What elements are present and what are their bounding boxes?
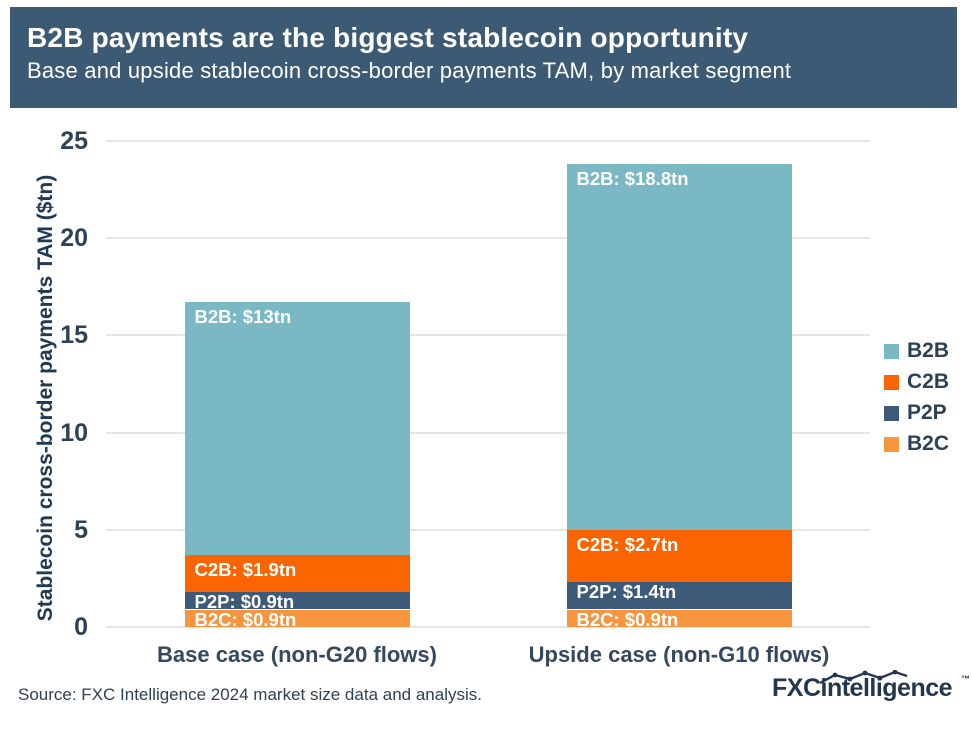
legend-label: C2B xyxy=(907,370,950,393)
b2b-swatch xyxy=(884,343,899,359)
bar-segment-label: B2C: $0.9tn xyxy=(576,608,679,630)
legend-label: B2B xyxy=(907,339,950,362)
bar-segment-b2b xyxy=(184,302,410,556)
gridline xyxy=(106,431,870,434)
y-tick-label: 25 xyxy=(60,127,88,155)
y-tick-label: 10 xyxy=(60,418,88,447)
legend-label: B2C xyxy=(907,432,950,455)
source-note: Source: FXC Intelligence 2024 market siz… xyxy=(18,685,482,704)
chart-subtitle: Base and upside stablecoin cross-border … xyxy=(27,58,792,83)
bar-segment-label: C2B: $2.7tn xyxy=(576,533,679,555)
bar-segment-label: B2C: $0.9tn xyxy=(194,608,297,630)
legend: B2B C2B P2P B2C xyxy=(884,340,972,480)
p2p-swatch xyxy=(884,405,899,421)
y-tick-label: 0 xyxy=(74,613,88,641)
y-tick-label: 15 xyxy=(60,321,88,350)
bar-segment-b2c xyxy=(566,609,792,627)
x-category-label: Base case (non-G20 flows) xyxy=(157,642,437,667)
bar-segment-c2b xyxy=(184,555,410,592)
y-tick-label: 20 xyxy=(60,224,88,253)
bar-segment-label: B2B: $13tn xyxy=(194,306,292,328)
b2c-swatch xyxy=(884,436,899,452)
y-tick-label: 5 xyxy=(74,515,88,544)
fxc-intelligence-logo: FXCintelligence ™ xyxy=(772,670,970,708)
legend-item-p2p: P2P xyxy=(884,402,947,424)
gridline xyxy=(106,334,870,337)
legend-item-c2b: C2B xyxy=(884,371,949,393)
bar-segment-label: P2P: $0.9tn xyxy=(194,591,295,612)
bar-segment-label: B2B: $18.8tn xyxy=(576,168,689,190)
chart-header: B2B payments are the biggest stablecoin … xyxy=(10,7,957,108)
logo-sparkline-icon xyxy=(820,670,908,685)
bar-segment-c2b xyxy=(566,529,792,583)
bar-segment-label: P2P: $1.4tn xyxy=(576,581,677,603)
legend-label: P2P xyxy=(907,401,947,424)
bar-segment-p2p xyxy=(184,592,410,610)
x-category-label: Upside case (non-G10 flows) xyxy=(528,642,830,667)
gridline xyxy=(106,626,870,628)
logo-text: FXCintelligence xyxy=(772,674,953,702)
chart-title: B2B payments are the biggest stablecoin … xyxy=(27,22,749,53)
legend-item-b2b: B2B xyxy=(884,340,949,362)
gridline xyxy=(106,528,870,531)
bar-segment-p2p xyxy=(566,582,792,610)
bar-segment-label: C2B: $1.9tn xyxy=(194,559,297,581)
bar-segment-b2b xyxy=(566,164,792,530)
bar-segment-b2c xyxy=(184,609,410,627)
c2b-swatch xyxy=(884,374,899,390)
gridline xyxy=(106,237,870,240)
legend-item-b2c: B2C xyxy=(884,433,949,455)
logo-trademark: ™ xyxy=(961,674,970,684)
gridline xyxy=(106,140,870,142)
